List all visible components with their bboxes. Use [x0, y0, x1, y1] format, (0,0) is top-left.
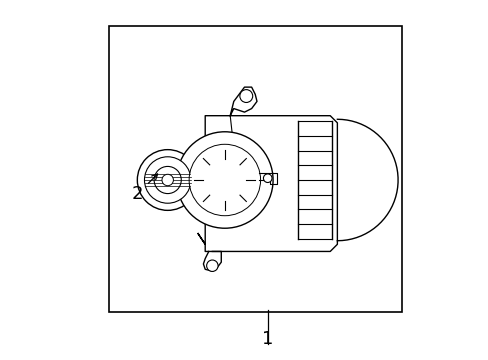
Circle shape [176, 132, 272, 228]
Circle shape [189, 144, 260, 216]
Circle shape [240, 90, 252, 103]
Circle shape [263, 174, 271, 183]
Circle shape [162, 174, 173, 186]
Bar [108, 26, 401, 312]
Circle shape [144, 157, 190, 203]
Circle shape [154, 166, 181, 194]
Circle shape [206, 260, 218, 271]
Text: 1: 1 [262, 330, 273, 348]
Text: 2: 2 [131, 185, 143, 203]
Circle shape [137, 150, 198, 210]
